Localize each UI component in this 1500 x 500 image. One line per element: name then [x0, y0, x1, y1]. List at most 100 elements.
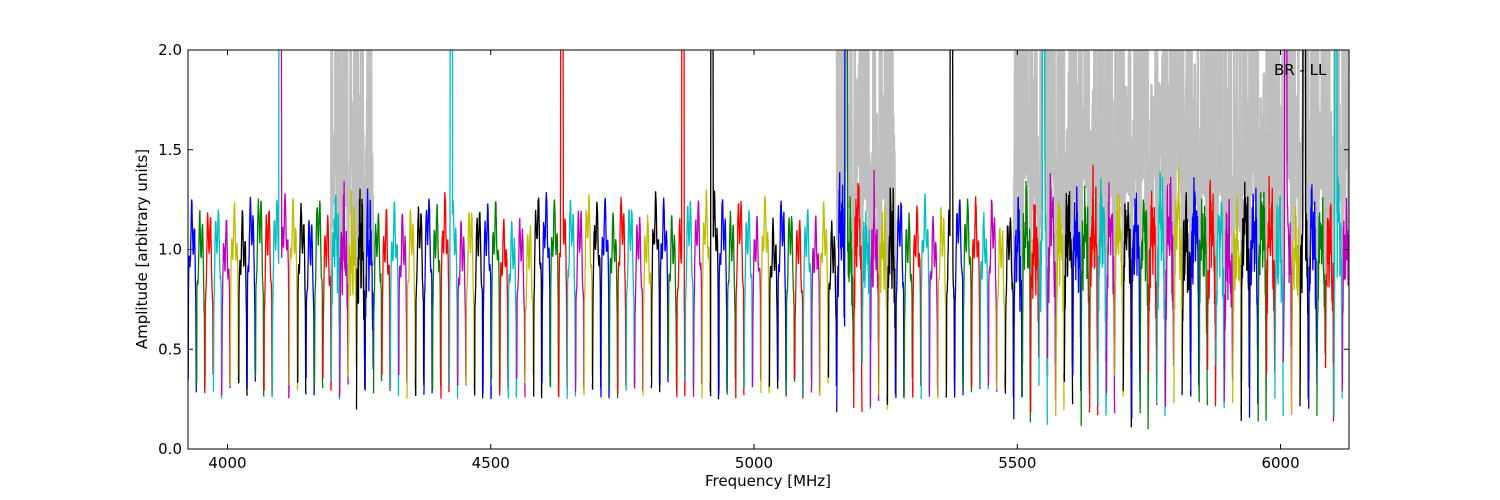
channel-line [1215, 201, 1225, 409]
raw-channel-line [1197, 50, 1209, 362]
channel-line [305, 220, 316, 396]
channel-line [827, 220, 838, 387]
channel-line [1063, 191, 1074, 405]
channel-line [625, 209, 636, 391]
channel-line [280, 50, 290, 399]
channel-line [675, 50, 686, 398]
raw-channel-line [1121, 50, 1133, 368]
channel-line [945, 50, 956, 398]
channel-line [869, 169, 880, 407]
channel-line [473, 211, 484, 399]
channel-line [188, 199, 198, 393]
channel-line [743, 210, 754, 389]
channel-line [810, 215, 821, 396]
channel-line [996, 227, 1006, 390]
channel-line [895, 201, 905, 399]
channel-line [263, 210, 273, 397]
channel-line [886, 187, 897, 405]
channel-line [616, 196, 627, 394]
channel-line [1071, 186, 1082, 391]
raw-channel-line [1265, 50, 1277, 325]
channel-line [650, 191, 661, 393]
channel-line [1257, 191, 1267, 422]
raw-channel-line [1105, 50, 1116, 339]
channel-line [431, 204, 442, 391]
channel-line [953, 199, 964, 398]
channel-line [1231, 194, 1242, 407]
channel-line [878, 205, 888, 410]
raw-channel-line [329, 50, 341, 330]
channel-line [667, 215, 678, 387]
y-tick-label: 1.5 [158, 141, 182, 159]
channel-line [448, 50, 459, 399]
raw-channel-line [1324, 50, 1335, 363]
channel-line [212, 208, 223, 399]
channel-line [1139, 199, 1150, 430]
raw-channel-line [852, 50, 864, 338]
channel-line [734, 201, 745, 399]
channel-line [911, 205, 922, 398]
x-tick-label: 5500 [998, 454, 1036, 472]
y-tick-label: 0.5 [158, 340, 182, 358]
raw-channel-line [1012, 50, 1024, 326]
channel-line [195, 210, 206, 391]
channel-line [726, 210, 737, 395]
channel-line [819, 201, 829, 396]
channel-line [962, 198, 973, 393]
channel-line [1189, 177, 1200, 397]
channel-line [1029, 204, 1040, 413]
channel-line [1097, 177, 1107, 416]
channel-line [1290, 206, 1301, 414]
raw-channel-line [1071, 50, 1083, 338]
channel-line [1021, 180, 1032, 423]
channel-line [246, 196, 257, 390]
channel-line [970, 196, 981, 389]
channel-line [928, 215, 939, 397]
channel-line [600, 197, 610, 399]
channel-line [785, 216, 796, 396]
channel-line [271, 50, 280, 398]
channel-line [288, 197, 299, 390]
channel-line [254, 198, 265, 397]
channel-line [1307, 184, 1318, 409]
raw-channel-line [869, 50, 881, 320]
channel-line [852, 182, 863, 413]
raw-channel-line [1256, 72, 1268, 323]
channel-line [1122, 201, 1133, 428]
channel-series-group [188, 50, 1349, 430]
channel-line [1265, 175, 1276, 376]
x-tick-label: 6000 [1261, 454, 1299, 472]
raw-channel-line [1138, 50, 1150, 324]
channel-line [322, 214, 332, 391]
channel-line [499, 218, 509, 396]
channel-line [347, 189, 358, 377]
channel-line [1147, 190, 1158, 406]
channel-line [1055, 202, 1065, 417]
channel-line [237, 209, 248, 396]
channel-line [937, 206, 947, 399]
channel-line [1198, 198, 1209, 406]
raw-channel-line [1037, 50, 1049, 376]
channel-line [1240, 181, 1251, 421]
raw-channel-line [355, 50, 367, 358]
channel-line [229, 202, 240, 387]
channel-line [777, 200, 787, 397]
raw-channel-line [860, 50, 872, 341]
raw-channel-line [835, 50, 847, 249]
channel-line [456, 220, 467, 386]
channel-line [574, 210, 585, 392]
y-axis-label: Amplitude [arbitrary units] [133, 149, 151, 349]
raw-channel-line [1172, 50, 1184, 323]
channel-line [659, 197, 669, 386]
channel-line [1181, 192, 1192, 396]
channel-line [633, 216, 644, 391]
raw-channel-line [1020, 50, 1032, 364]
channel-line [793, 219, 804, 399]
channel-line [221, 219, 231, 396]
channel-line [524, 225, 535, 384]
raw-channel-line [1062, 50, 1074, 363]
channel-line [1324, 203, 1335, 422]
raw-channel-line [363, 50, 375, 304]
channel-line [507, 220, 518, 399]
